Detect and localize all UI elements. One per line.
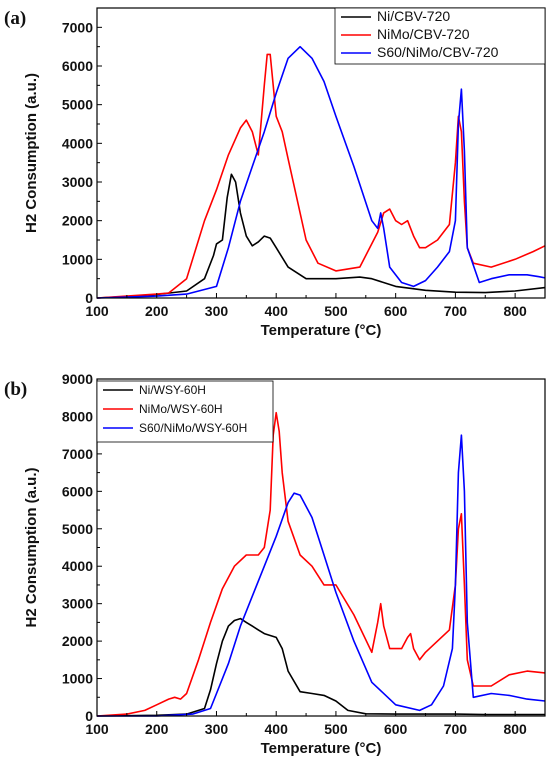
x-tick-label: 600 (384, 303, 408, 319)
chart-panel-1: 100 200 300 400 500 600 700 8000100020003000400… (4, 371, 546, 757)
x-tick-label: 400 (265, 721, 289, 737)
x-tick-label: 600 (384, 721, 408, 737)
x-tick-label: 200 (145, 303, 169, 319)
series-line-1 (96, 411, 546, 717)
x-tick-label: 200 (145, 721, 169, 737)
y-tick-label: 4000 (62, 135, 93, 151)
y-tick-label: 4000 (62, 558, 93, 574)
y-tick-label: 0 (85, 708, 93, 724)
legend-label-1: NiMo/WSY-60H (139, 402, 223, 416)
x-tick-label: 100 (85, 721, 109, 737)
x-tick-label: 800 (503, 721, 527, 737)
x-tick-label: 500 (324, 303, 348, 319)
legend-label-0: Ni/WSY-60H (139, 383, 206, 397)
y-tick-label: 5000 (62, 521, 93, 537)
panel-label: (a) (4, 8, 26, 29)
y-axis-title: H2 Consumption (a.u.) (23, 73, 40, 233)
legend: Ni/WSY-60H NiMo/WSY-60H S60/NiMo/WSY-60H (96, 380, 274, 443)
x-tick-label: 300 (205, 303, 229, 319)
series-line-2 (96, 45, 546, 299)
x-axis-title: Temperature (°C) (261, 322, 382, 339)
x-axis-title: Temperature (°C) (261, 740, 382, 757)
y-tick-label: 8000 (62, 408, 93, 424)
x-tick-label: 300 (205, 721, 229, 737)
series-line-1 (96, 53, 546, 299)
y-tick-label: 2000 (62, 633, 93, 649)
legend-label-0: Ni/CBV-720 (377, 8, 450, 24)
legend-label-1: NiMo/CBV-720 (377, 26, 470, 42)
y-tick-label: 0 (85, 290, 93, 306)
y-tick-label: 3000 (62, 596, 93, 612)
y-tick-label: 5000 (62, 97, 93, 113)
panel-label: (b) (4, 379, 27, 400)
legend-label-2: S60/NiMo/WSY-60H (139, 421, 247, 435)
y-tick-label: 7000 (62, 19, 93, 35)
x-tick-label: 700 (444, 303, 468, 319)
y-tick-label: 9000 (62, 371, 93, 387)
x-tick-label: 800 (503, 303, 527, 319)
series-line-0 (96, 173, 546, 299)
series-line-0 (96, 617, 545, 717)
series-line-2 (97, 434, 546, 717)
legend-label-2: S60/NiMo/CBV-720 (377, 44, 499, 60)
legend-box (334, 7, 546, 65)
y-tick-label: 6000 (62, 483, 93, 499)
chart-panel-0: 100 200 300 400 500 600 700 800 0 1000 2000 3000 400… (4, 7, 546, 339)
x-tick-label: 400 (265, 303, 289, 319)
y-tick-label: 3000 (62, 174, 93, 190)
y-tick-label: 2000 (62, 213, 93, 229)
y-tick-label: 6000 (62, 58, 93, 74)
y-axis-title: H2 Consumption (a.u.) (23, 468, 40, 628)
y-tick-label: 7000 (62, 446, 93, 462)
x-tick-label: 500 (324, 721, 348, 737)
y-tick-label: 1000 (62, 251, 93, 267)
x-tick-label: 700 (444, 721, 468, 737)
y-tick-label: 1000 (62, 671, 93, 687)
legend-box (96, 380, 274, 443)
legend: Ni/CBV-720 NiMo/CBV-720 S60/NiMo/CBV-720 (334, 7, 546, 65)
x-tick-label: 100 (85, 303, 109, 319)
plot-frame (96, 7, 546, 299)
